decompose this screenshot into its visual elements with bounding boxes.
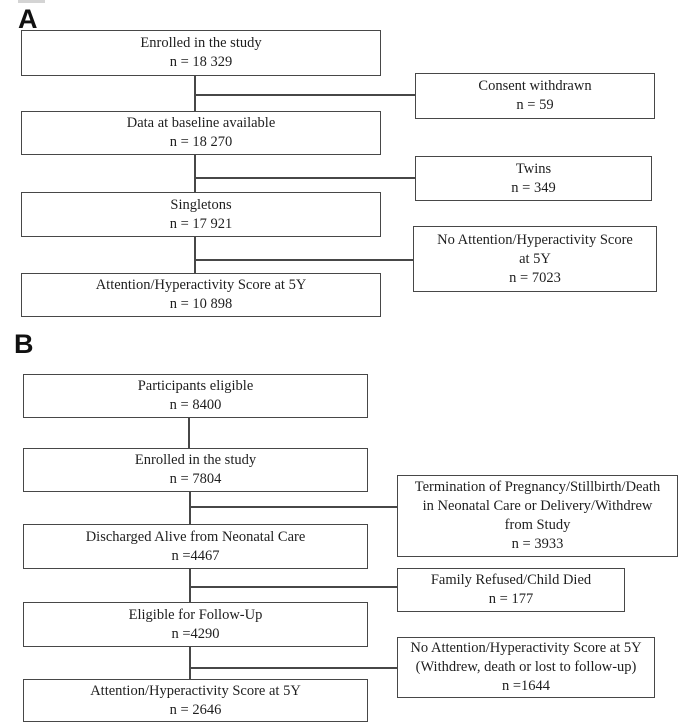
box-line: Enrolled in the study (134, 452, 257, 468)
connector-b-v3 (189, 569, 191, 602)
box-line: Family Refused/Child Died (430, 572, 592, 588)
box-line: n = 7804 (169, 471, 222, 487)
connector-a-h2 (194, 177, 415, 179)
box-line: Termination of Pregnancy/Stillbirth/Deat… (414, 479, 661, 495)
box-a-consent-withdrawn: Consent withdrawn n = 59 (415, 73, 655, 119)
connector-b-h2 (189, 586, 397, 588)
box-line: n = 349 (511, 179, 556, 196)
box-a-enrolled: Enrolled in the study n = 18 329 (21, 30, 381, 76)
box-a-twins: Twins n = 349 (415, 156, 652, 201)
box-line: at 5Y (519, 250, 551, 267)
connector-a-h3 (194, 259, 413, 261)
box-line: n = 17 921 (169, 215, 233, 232)
box-line: n = 177 (488, 591, 534, 607)
panel-a-label: A (18, 4, 38, 34)
connector-b-v2 (189, 492, 191, 524)
box-line: n = 8400 (169, 397, 222, 413)
box-a-singletons: Singletons n = 17 921 (21, 192, 381, 237)
connector-a-v1 (194, 76, 196, 111)
box-line: n = 18 329 (169, 54, 233, 70)
connector-a-v3 (194, 237, 196, 273)
box-line: Eligible for Follow-Up (128, 606, 263, 623)
box-line: No Attention/Hyperactivity Score at 5Y (410, 640, 642, 656)
box-line: Twins (515, 160, 552, 177)
box-line: Attention/Hyperactivity Score at 5Y (90, 682, 301, 699)
box-line: n =1644 (501, 678, 551, 694)
box-line: Singletons (170, 196, 232, 213)
box-b-eligible: Participants eligible n = 8400 (23, 374, 368, 418)
connector-b-h3 (189, 667, 397, 669)
box-line: Enrolled in the study (140, 35, 262, 51)
box-line: n =4467 (171, 547, 220, 564)
box-line: n = 10 898 (169, 296, 233, 312)
box-line: from Study (504, 517, 571, 533)
connector-a-v2 (194, 155, 196, 192)
box-b-termination: Termination of Pregnancy/Stillbirth/Deat… (397, 475, 678, 557)
box-b-followup: Eligible for Follow-Up n =4290 (23, 602, 368, 647)
box-line: (Withdrew, death or lost to follow-up) (415, 659, 637, 675)
crop-artifact (18, 0, 45, 3)
connector-b-h1 (189, 506, 397, 508)
connector-b-v4 (189, 647, 191, 679)
box-line: Data at baseline available (126, 115, 276, 131)
box-line: Discharged Alive from Neonatal Care (85, 528, 306, 545)
connector-a-h1 (194, 94, 415, 96)
box-b-score-5y: Attention/Hyperactivity Score at 5Y n = … (23, 679, 368, 722)
box-line: No Attention/Hyperactivity Score (437, 231, 633, 248)
box-b-discharged: Discharged Alive from Neonatal Care n =4… (23, 524, 368, 569)
connector-b-v1 (188, 418, 190, 448)
box-b-enrolled: Enrolled in the study n = 7804 (23, 448, 368, 492)
box-b-family-refused: Family Refused/Child Died n = 177 (397, 568, 625, 612)
box-line: n = 3933 (511, 536, 564, 552)
box-line: n =4290 (171, 625, 220, 642)
box-line: Attention/Hyperactivity Score at 5Y (95, 277, 307, 293)
box-line: n = 59 (516, 97, 554, 113)
box-a-no-score: No Attention/Hyperactivity Score at 5Y n… (413, 226, 657, 292)
box-a-score-5y: Attention/Hyperactivity Score at 5Y n = … (21, 273, 381, 317)
box-line: Consent withdrawn (478, 78, 592, 94)
box-line: n = 7023 (509, 269, 561, 286)
box-line: Participants eligible (137, 378, 254, 394)
box-a-baseline: Data at baseline available n = 18 270 (21, 111, 381, 155)
box-b-no-score: No Attention/Hyperactivity Score at 5Y (… (397, 637, 655, 698)
box-line: in Neonatal Care or Delivery/Withdrew (422, 498, 653, 514)
box-line: n = 2646 (169, 701, 222, 718)
panel-b-label: B (14, 329, 34, 359)
box-line: n = 18 270 (169, 134, 233, 150)
